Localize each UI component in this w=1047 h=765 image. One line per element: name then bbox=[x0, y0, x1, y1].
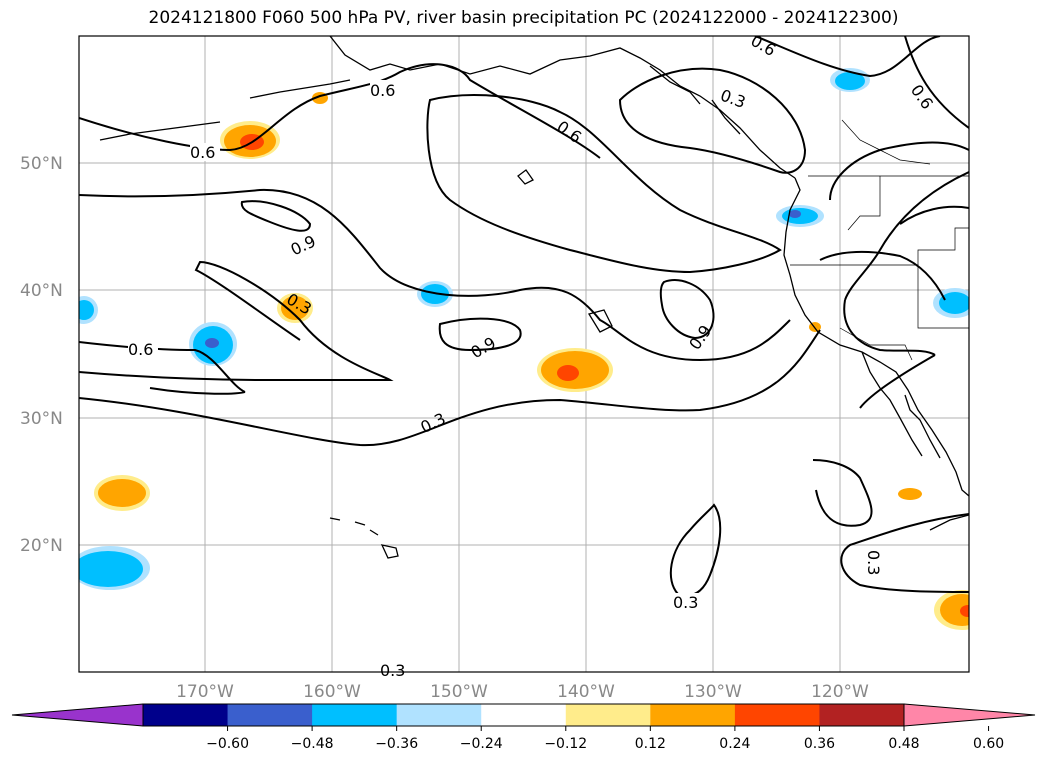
colorbar-tick-label: 0.60 bbox=[973, 736, 1004, 752]
lon-label: 150°W bbox=[430, 682, 488, 702]
colorbar-segment bbox=[227, 704, 313, 726]
longitude-labels: 170°W 160°W 150°W 140°W 130°W 120°W bbox=[176, 682, 869, 702]
contour-label: 0.6 bbox=[190, 143, 215, 162]
precip-blob-18n bbox=[79, 546, 150, 590]
colorbar-tick-label: 0.24 bbox=[719, 736, 750, 752]
colorbar-segment bbox=[143, 704, 229, 726]
colorbar-tick-label: −0.36 bbox=[375, 736, 418, 752]
colorbar-segment bbox=[734, 704, 820, 726]
contour-label: 0.3 bbox=[864, 550, 883, 575]
colorbar-tick-label: −0.60 bbox=[206, 736, 249, 752]
coastlines bbox=[99, 36, 969, 559]
pv-contours bbox=[79, 36, 969, 597]
precip-blob-se-corner bbox=[934, 590, 969, 630]
colorbar-segment bbox=[565, 704, 651, 726]
colorbar-outline bbox=[142, 703, 905, 727]
lon-label: 130°W bbox=[684, 682, 742, 702]
lat-label: 30°N bbox=[20, 409, 63, 429]
colorbar-segment bbox=[481, 704, 567, 726]
figure-title: 2024121800 F060 500 hPa PV, river basin … bbox=[148, 8, 899, 28]
colorbar-tick-label: 0.12 bbox=[635, 736, 666, 752]
lon-label: 120°W bbox=[811, 682, 869, 702]
lon-label: 160°W bbox=[303, 682, 361, 702]
colorbar-tick-label: −0.48 bbox=[291, 736, 334, 752]
colorbar-tick-label: 0.48 bbox=[888, 736, 919, 752]
lat-label: 50°N bbox=[20, 154, 63, 174]
lat-label: 40°N bbox=[20, 281, 63, 301]
precip-blob-mexico bbox=[898, 488, 922, 500]
colorbar-segment bbox=[819, 704, 905, 726]
map-frame bbox=[78, 35, 970, 673]
lat-label: 20°N bbox=[20, 536, 63, 556]
precip-blob-140w bbox=[537, 348, 613, 392]
precip-blob-nw-dateline bbox=[189, 322, 237, 366]
contour-label: 0.3 bbox=[380, 661, 405, 680]
precip-blob-wa bbox=[776, 205, 824, 227]
colorbar-right-extension bbox=[904, 704, 1035, 726]
contour-label: 0.6 bbox=[128, 340, 153, 359]
lon-label: 140°W bbox=[557, 682, 615, 702]
colorbar-left-extension bbox=[12, 704, 143, 726]
precip-blob-west-edge bbox=[79, 296, 98, 324]
contour-label: 0.6 bbox=[370, 81, 395, 100]
colorbar-segment bbox=[312, 704, 398, 726]
colorbar-tick-label: −0.12 bbox=[544, 736, 587, 752]
colorbar-segment bbox=[650, 704, 736, 726]
precip-blob-az bbox=[933, 288, 969, 318]
lon-label: 170°W bbox=[176, 682, 234, 702]
contour-label: 0.3 bbox=[673, 593, 698, 612]
precip-blob-25n bbox=[94, 475, 150, 511]
precip-blob-162w bbox=[277, 293, 313, 323]
colorbar-tick-label: 0.36 bbox=[804, 736, 835, 752]
latitude-labels: 50°N 40°N 30°N 20°N bbox=[20, 154, 63, 556]
colorbar-segment bbox=[396, 704, 482, 726]
colorbar: −0.60 −0.48 −0.36 −0.24 −0.12 0.12 0.24 0.36 0.4… bbox=[11, 703, 1036, 752]
colorbar-tick-label: −0.24 bbox=[460, 736, 503, 752]
